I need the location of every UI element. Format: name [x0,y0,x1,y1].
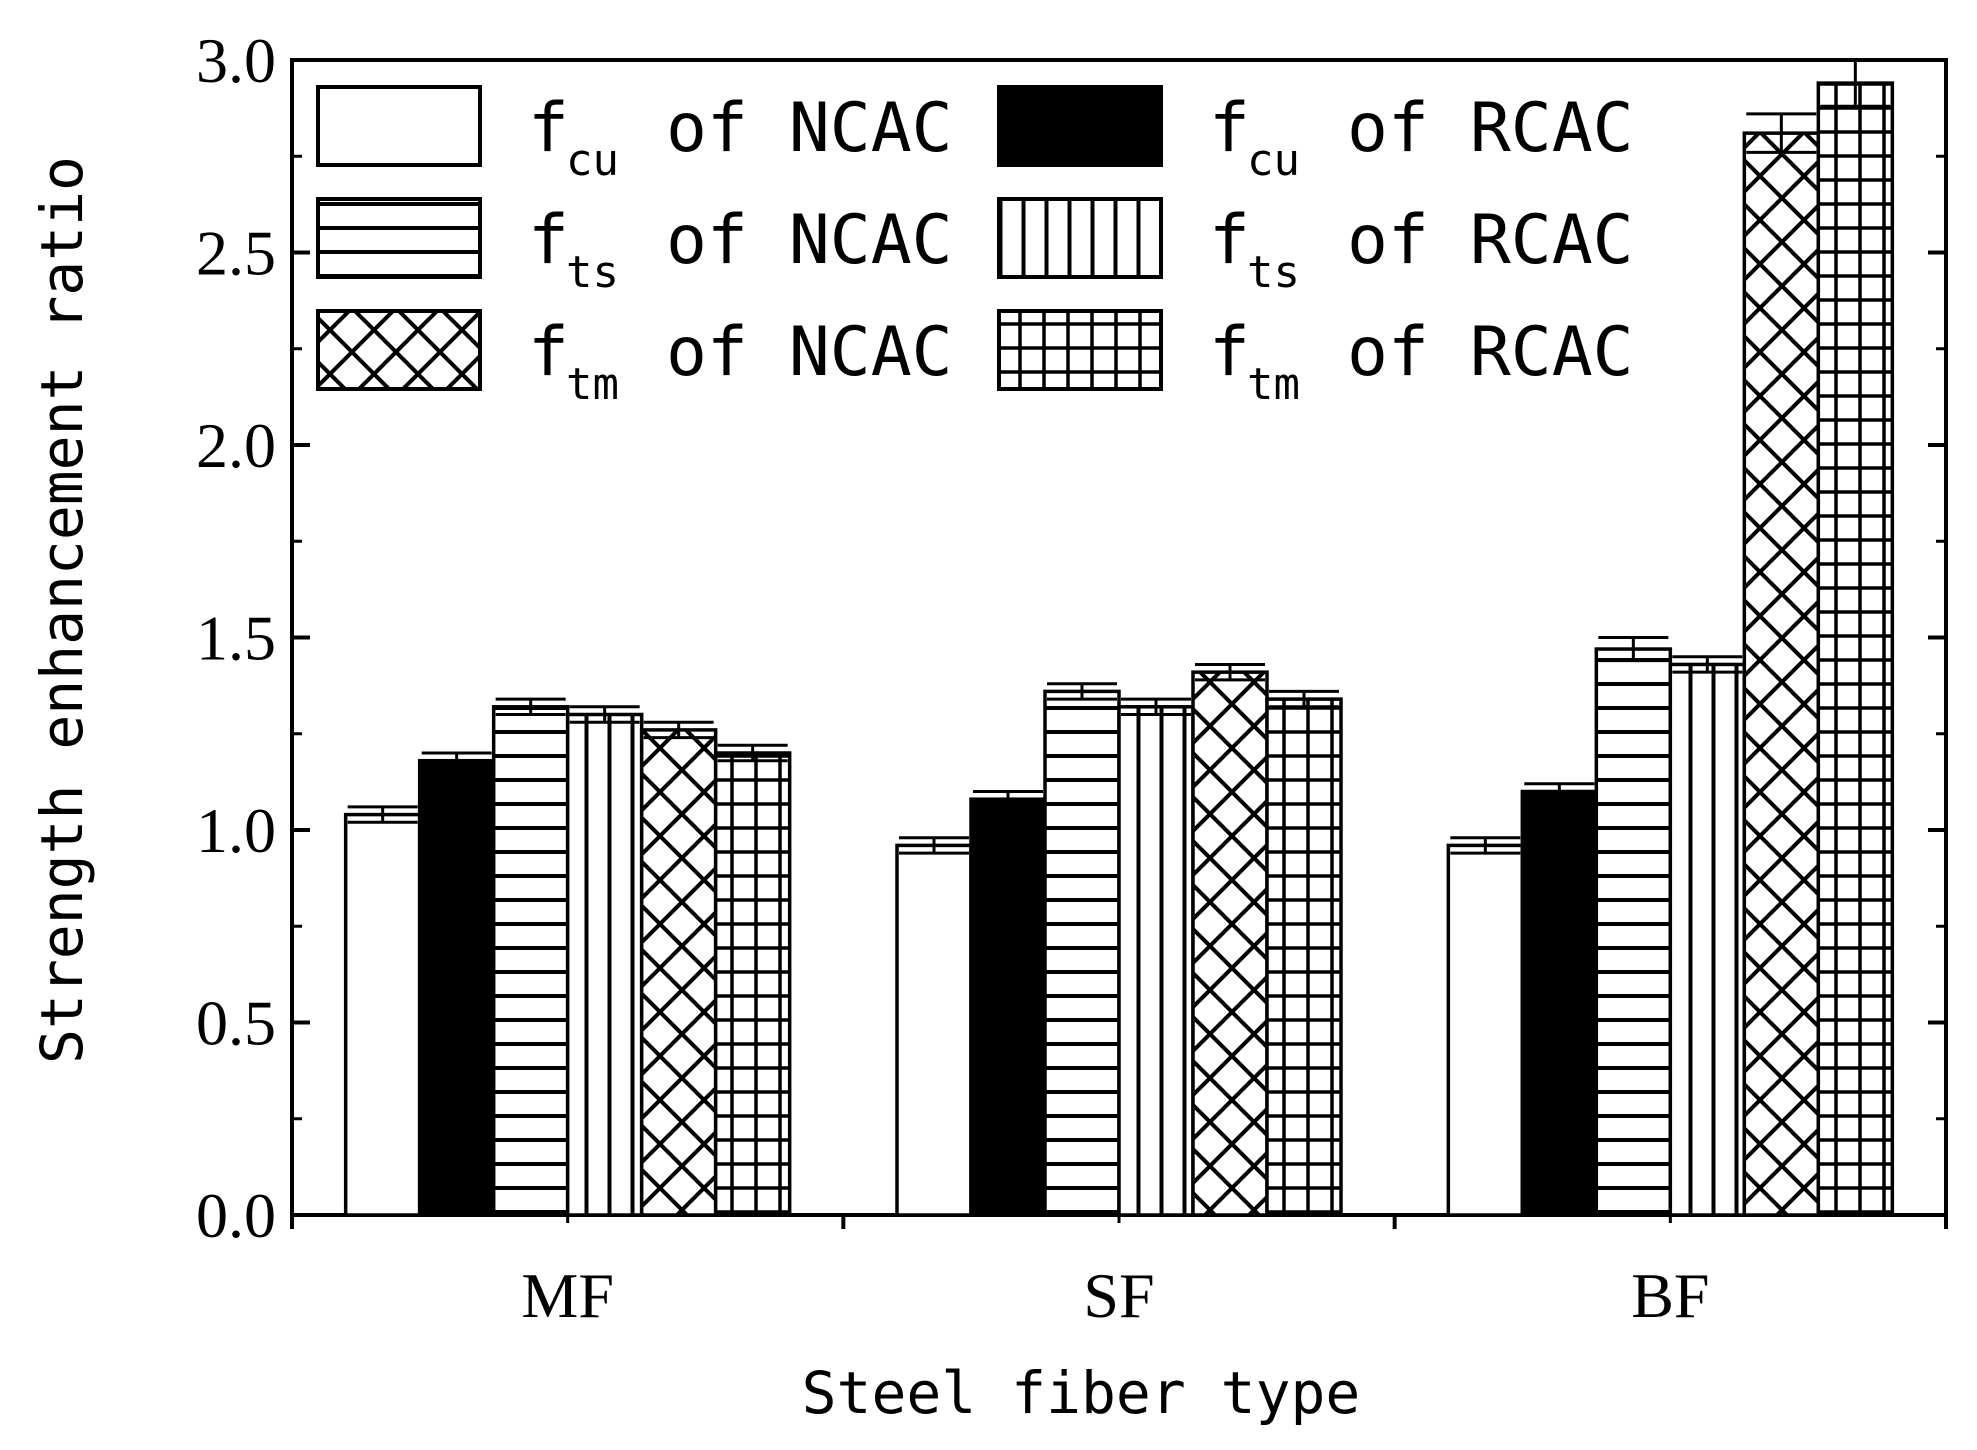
x-tick-label: BF [1631,1260,1709,1331]
legend-label-main: f [1209,313,1250,392]
legend-label-rest: of RCAC [1347,201,1634,280]
bar [639,728,718,1217]
legend-label-sub: cu [566,135,619,186]
legend-label-sub: tm [1247,359,1300,410]
bar [1191,670,1269,1217]
legend-swatch [316,85,482,167]
bar [343,812,422,1217]
legend-item: fcu of NCAC [316,85,953,186]
bar [565,712,644,1217]
bars [343,81,1895,1217]
y-tick-label: 3.0 [196,25,276,96]
legend-label-main: f [528,201,569,280]
legend-label-main: f [1209,89,1250,168]
legend-label-main: f [528,89,569,168]
legend-item: ftm of RCAC [997,309,1634,410]
bar [969,797,1047,1217]
bar [1265,697,1343,1217]
error-bars [347,58,1891,855]
legend-swatch [316,197,482,279]
x-axis-title: Steel fiber type [802,1359,1361,1427]
bar [895,843,973,1217]
legend-label-main: f [1209,201,1250,280]
y-tick-label: 1.0 [196,795,276,866]
y-tick-label: 0.0 [196,1180,276,1251]
y-tick-label: 2.5 [196,218,276,289]
legend-label-rest: of NCAC [666,313,953,392]
legend-label-rest: of RCAC [1347,89,1634,168]
bar [1520,789,1599,1217]
y-tick-label: 1.5 [196,603,276,674]
x-tick-label: SF [1083,1260,1154,1331]
legend-item: fts of NCAC [316,197,953,298]
legend-label-sub: ts [566,247,619,298]
legend-item: fts of RCAC [997,197,1634,298]
bar [713,751,792,1217]
bar [1668,662,1747,1217]
axes: 0.0 0.5 1.0 1.5 2.0 2.5 3.0 MF SF BF [196,25,1948,1331]
legend-item: fcu of RCAC [997,85,1634,186]
bar [1816,81,1895,1217]
legend-label-sub: cu [1247,135,1300,186]
legend-label-main: f [528,313,569,392]
legend-swatch [316,309,482,391]
y-axis-title: Strength enhancement ratio [28,156,96,1064]
legend-swatch [997,85,1163,167]
legend-label-sub: tm [566,359,619,410]
legend-swatch [997,309,1163,391]
bar [1742,131,1821,1217]
bar [491,705,570,1217]
y-tick-label: 2.0 [196,410,276,481]
legend-label-sub: ts [1247,247,1300,298]
legend-label-rest: of NCAC [666,201,953,280]
bar [1446,843,1525,1217]
legend-label-rest: of RCAC [1347,313,1634,392]
y-tick-label: 0.5 [196,988,276,1059]
bar [1594,647,1673,1217]
bar [1117,705,1195,1217]
legend-swatch [997,197,1163,279]
x-tick-label: MF [521,1260,614,1331]
bar [1043,689,1121,1217]
legend-item: ftm of NCAC [316,309,953,410]
bar [417,758,496,1217]
legend-label-rest: of NCAC [666,89,953,168]
